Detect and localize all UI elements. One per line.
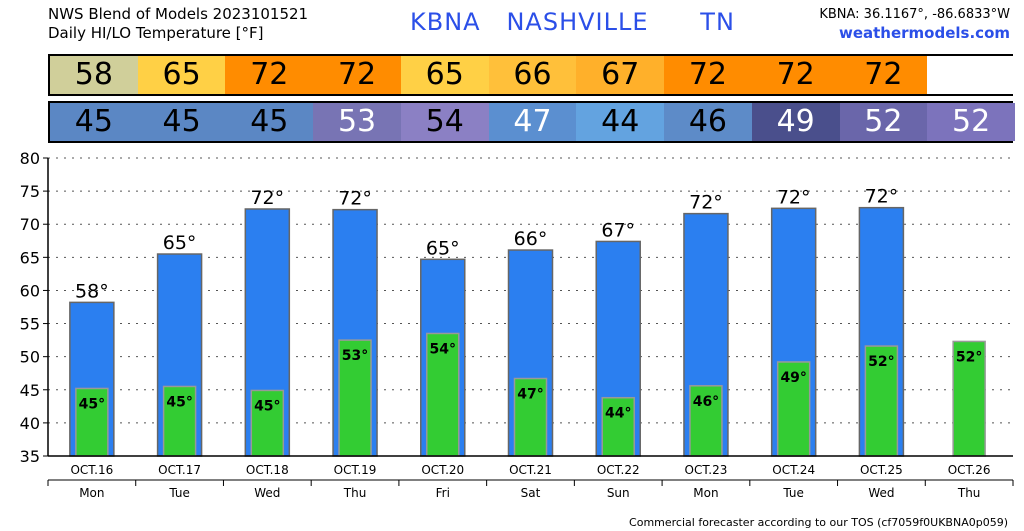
high-temp-label: 66° <box>514 228 548 250</box>
high-temp-cell: 72 <box>313 56 401 94</box>
low-temp-bar <box>75 387 109 457</box>
low-temp-cell: 46 <box>664 103 752 141</box>
y-tick-label: 60 <box>20 281 40 300</box>
chart-subtitle: Daily HI/LO Temperature [°F] <box>48 24 264 42</box>
high-temp-cell: 58 <box>50 56 138 94</box>
y-tick-label: 45 <box>20 381 40 400</box>
low-temp-label: 45° <box>79 396 105 412</box>
low-temp-label: 52° <box>956 349 982 365</box>
high-temp-label: 65° <box>426 237 460 259</box>
low-temp-cell: 54 <box>400 103 489 141</box>
y-tick-label: 50 <box>20 348 40 367</box>
station-coords: KBNA: 36.1167°, -86.6833°W <box>819 7 1010 22</box>
low-temp-cell: 52 <box>927 103 1015 141</box>
low-temp-label: 47° <box>517 387 543 403</box>
high-temp-cell: 65 <box>400 56 489 94</box>
high-temp-cell: 72 <box>839 56 928 94</box>
y-tick-label: 65 <box>20 248 40 267</box>
low-temp-label: 45° <box>166 394 192 410</box>
model-title: NWS Blend of Models 2023101521 <box>48 5 309 23</box>
weekday-label: Tue <box>782 486 804 500</box>
low-temp-bar <box>776 361 811 457</box>
weekday-label: Wed <box>254 486 280 500</box>
date-label: OCT.17 <box>158 463 201 477</box>
low-temp-label: 46° <box>693 394 719 410</box>
low-temp-cell: 45 <box>137 103 226 141</box>
high-temp-cell <box>927 56 1015 94</box>
weekday-label: Tue <box>168 486 190 500</box>
date-label: OCT.23 <box>685 463 728 477</box>
low-temp-label: 44° <box>605 406 631 422</box>
low-temp-bar <box>250 389 285 457</box>
station-title: KBNA NASHVILLE TN <box>410 8 735 36</box>
high-temp-cell: 72 <box>751 56 840 94</box>
low-temp-bar <box>426 332 460 457</box>
date-label: OCT.16 <box>70 463 113 477</box>
chart-header-left: NWS Blend of Models 2023101521 Daily HI/… <box>48 5 308 43</box>
high-temp-label: 58° <box>75 280 109 302</box>
high-temp-cell: 72 <box>225 56 314 94</box>
date-label: OCT.19 <box>334 463 377 477</box>
y-tick-label: 35 <box>20 447 40 466</box>
low-temp-cell: 44 <box>576 103 665 141</box>
low-temp-label: 54° <box>430 341 456 357</box>
high-temp-cell: 67 <box>576 56 665 94</box>
high-temp-cell: 65 <box>137 56 226 94</box>
low-temp-label: 49° <box>780 370 806 386</box>
date-label: OCT.24 <box>772 463 815 477</box>
y-tick-label: 70 <box>20 215 40 234</box>
weekday-label: Thu <box>957 486 981 500</box>
low-temp-label: 45° <box>254 398 280 414</box>
low-temperature-strip: 45 45 45 53 54 47 44 46 49 52 52 <box>48 101 1015 143</box>
high-temp-cell: 72 <box>664 56 752 94</box>
low-temp-label: 52° <box>868 354 894 370</box>
low-temp-bar <box>601 396 635 457</box>
high-temp-label: 72° <box>689 192 723 214</box>
date-label: OCT.25 <box>860 463 903 477</box>
low-temp-cell: 49 <box>751 103 840 141</box>
low-temp-bar <box>338 339 372 457</box>
high-temp-cell: 66 <box>488 56 577 94</box>
high-temp-label: 72° <box>777 186 811 208</box>
low-temp-cell: 45 <box>50 103 138 141</box>
date-label: OCT.20 <box>421 463 464 477</box>
weekday-label: Wed <box>868 486 894 500</box>
high-temp-label: 72° <box>338 188 372 210</box>
high-temp-label: 72° <box>250 187 284 209</box>
high-temperature-strip: 58 65 72 72 65 66 67 72 72 72 <box>48 54 1015 96</box>
low-temp-bar <box>513 377 548 457</box>
low-temp-bar <box>952 340 986 457</box>
y-tick-label: 55 <box>20 315 40 334</box>
low-temp-cell: 53 <box>313 103 401 141</box>
y-tick-label: 75 <box>20 182 40 201</box>
low-temp-bar <box>689 385 723 457</box>
high-temp-label: 65° <box>163 232 197 254</box>
date-label: OCT.22 <box>597 463 640 477</box>
high-temp-label: 72° <box>865 186 899 208</box>
low-temp-label: 53° <box>342 348 368 364</box>
weekday-label: Mon <box>79 486 104 500</box>
weekday-label: Thu <box>343 486 367 500</box>
date-label: OCT.18 <box>246 463 289 477</box>
weekday-label: Sat <box>521 486 541 500</box>
high-temp-label: 67° <box>601 219 635 241</box>
tos-footer: Commercial forecaster according to our T… <box>629 516 1008 529</box>
weekday-label: Mon <box>693 486 718 500</box>
low-temp-cell: 47 <box>488 103 577 141</box>
y-tick-label: 80 <box>20 149 40 168</box>
y-tick-label: 40 <box>20 414 40 433</box>
weekday-label: Sun <box>607 486 630 500</box>
site-link[interactable]: weathermodels.com <box>838 24 1010 42</box>
date-label: OCT.26 <box>948 463 991 477</box>
chart-header-right: KBNA: 36.1167°, -86.6833°W weathermodels… <box>819 5 1010 43</box>
low-temp-cell: 52 <box>839 103 928 141</box>
low-temp-cell: 45 <box>225 103 314 141</box>
date-label: OCT.21 <box>509 463 552 477</box>
weekday-label: Fri <box>436 486 450 500</box>
